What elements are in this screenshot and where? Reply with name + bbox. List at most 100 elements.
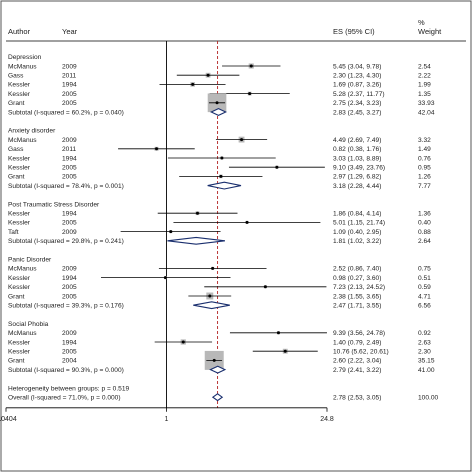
subtotal-es-label: 2.47 (1.71, 3.55) <box>333 303 381 310</box>
study-es-label: 1.86 (0.84, 4.14) <box>333 211 381 218</box>
study-weight: 1.36 <box>418 211 431 218</box>
study-year: 2011 <box>62 146 77 153</box>
study-weight: 2.54 <box>418 63 431 70</box>
study-weight: 0.76 <box>418 155 431 162</box>
study-author: McManus <box>8 63 37 70</box>
study-year: 2005 <box>62 174 77 181</box>
study-year: 2009 <box>62 137 77 144</box>
study-author: Grant <box>8 100 25 107</box>
overall-weight: 100.00 <box>418 395 439 402</box>
study-point <box>208 294 212 298</box>
study-point <box>212 358 216 362</box>
study-weight: 2.30 <box>418 349 431 356</box>
subtotal-es-label: 2.83 (2.45, 3.27) <box>333 109 381 116</box>
study-point <box>275 165 279 169</box>
study-es-label: 2.75 (2.34, 3.23) <box>333 100 381 107</box>
study-point <box>195 211 199 215</box>
subtotal-diamond <box>167 236 225 245</box>
study-es-label: 5.28 (2.37, 11.77) <box>333 91 385 98</box>
study-author: Kessler <box>8 155 31 162</box>
year-column-header: Year <box>62 27 78 36</box>
study-year: 1994 <box>62 155 77 162</box>
study-point <box>240 138 244 142</box>
study-author: Gass <box>8 73 24 80</box>
study-year: 2005 <box>62 91 77 98</box>
study-point <box>219 174 223 178</box>
overall-es-label: 2.78 (2.53, 3.05) <box>333 395 381 402</box>
study-year: 2009 <box>62 229 77 236</box>
study-weight: 0.88 <box>418 229 431 236</box>
weight-column-header: Weight <box>418 27 442 36</box>
subtotal-es-label: 1.81 (1.02, 3.22) <box>333 238 381 245</box>
study-year: 2005 <box>62 100 77 107</box>
study-point <box>215 101 219 105</box>
study-es-label: 2.30 (1.23, 4.30) <box>333 73 381 80</box>
study-year: 1994 <box>62 82 77 89</box>
subtotal-label: Subtotal (I-squared = 90.3%, p = 0.000) <box>8 367 124 374</box>
heterogeneity-label: Heterogeneity between groups: p = 0.519 <box>8 385 129 392</box>
group-label: Post Traumatic Stress Disorder <box>8 201 100 208</box>
x-tick-label: 0.0404 <box>0 416 17 423</box>
subtotal-es-label: 2.79 (2.41, 3.22) <box>333 367 381 374</box>
study-year: 2004 <box>62 358 77 365</box>
study-weight: 0.59 <box>418 284 431 291</box>
study-weight: 4.71 <box>418 293 431 300</box>
study-weight: 0.75 <box>418 266 431 273</box>
study-author: Kessler <box>8 275 31 282</box>
study-es-label: 5.01 (1.15, 21.74) <box>333 220 385 227</box>
study-author: McManus <box>8 330 37 337</box>
study-year: 1994 <box>62 339 77 346</box>
study-year: 2005 <box>62 165 77 172</box>
study-author: Kessler <box>8 165 31 172</box>
subtotal-weight: 41.00 <box>418 367 435 374</box>
group-label: Panic Disorder <box>8 257 52 264</box>
study-author: Kessler <box>8 220 31 227</box>
study-author: Kessler <box>8 91 31 98</box>
group-label: Depression <box>8 54 42 61</box>
study-es-label: 9.10 (3.49, 23.76) <box>333 165 385 172</box>
study-year: 2005 <box>62 349 77 356</box>
study-es-label: 2.52 (0.86, 7.40) <box>333 266 381 273</box>
study-point <box>211 266 215 270</box>
group-label: Anxiety disorder <box>8 128 56 135</box>
group-label: Social Phobia <box>8 321 49 328</box>
study-point <box>163 276 167 280</box>
study-es-label: 2.38 (1.55, 3.65) <box>333 293 381 300</box>
study-point <box>245 220 249 224</box>
study-author: McManus <box>8 266 37 273</box>
study-weight: 3.32 <box>418 137 431 144</box>
study-weight: 1.49 <box>418 146 431 153</box>
study-year: 2005 <box>62 220 77 227</box>
study-es-label: 0.82 (0.38, 1.76) <box>333 146 381 153</box>
study-point <box>248 92 252 96</box>
es-column-header: ES (95% CI) <box>333 27 375 36</box>
study-year: 2011 <box>62 73 77 80</box>
study-weight: 0.95 <box>418 165 431 172</box>
forest-rows: Depression McManus 2009 5.45 (3.04, 9.78) 2.… <box>8 41 439 408</box>
x-tick-label: 1 <box>164 416 168 423</box>
study-weight: 0.92 <box>418 330 431 337</box>
study-weight: 35.15 <box>418 358 435 365</box>
study-author: Gass <box>8 146 24 153</box>
subtotal-weight: 7.77 <box>418 183 431 190</box>
subtotal-label: Subtotal (I-squared = 29.8%, p = 0.241) <box>8 238 124 245</box>
overall-diamond <box>211 393 224 402</box>
study-point <box>206 73 210 77</box>
study-es-label: 1.40 (0.79, 2.49) <box>333 339 381 346</box>
study-point <box>155 147 159 151</box>
study-es-label: 3.03 (1.03, 8.89) <box>333 155 381 162</box>
subtotal-diamond <box>209 107 227 117</box>
study-es-label: 1.69 (0.87, 3.26) <box>333 82 381 89</box>
study-es-label: 1.09 (0.40, 2.95) <box>333 229 381 236</box>
study-author: Kessler <box>8 284 31 291</box>
study-weight: 2.22 <box>418 73 431 80</box>
subtotal-diamond <box>209 365 227 374</box>
study-es-label: 4.49 (2.69, 7.49) <box>333 137 381 144</box>
study-es-label: 5.45 (3.04, 9.78) <box>333 63 381 70</box>
subtotal-label: Subtotal (I-squared = 39.3%, p = 0.176) <box>8 303 124 310</box>
study-author: Kessler <box>8 82 31 89</box>
study-year: 2009 <box>62 330 77 337</box>
study-year: 1994 <box>62 211 77 218</box>
study-point <box>220 156 224 160</box>
